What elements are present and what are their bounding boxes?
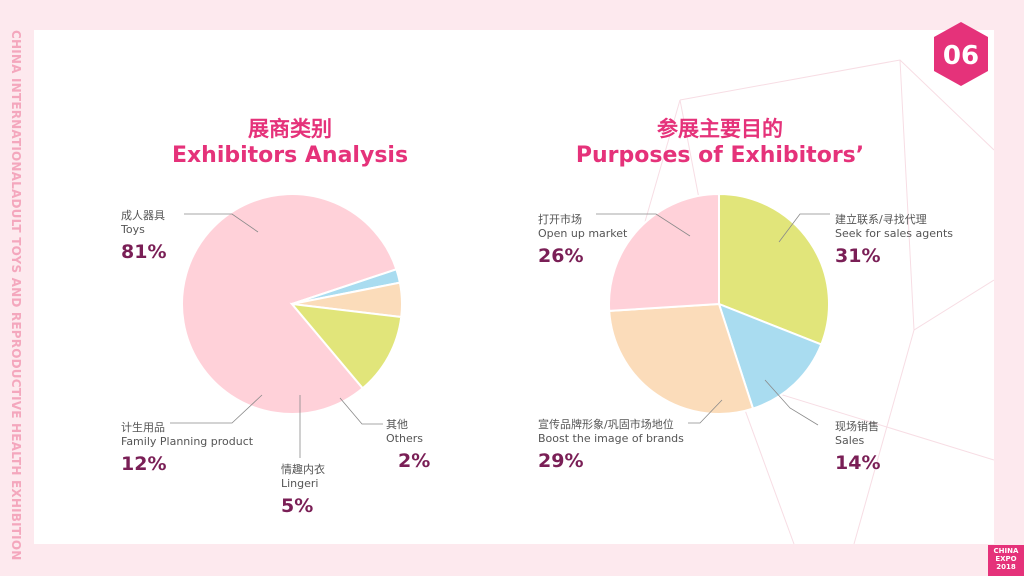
slice-label-en: Sales [835,434,865,447]
page-number: 06 [943,41,979,71]
chart2-slice-2 [608,302,755,415]
chart1-label-toys: 成人器具 Toys 81% [121,209,166,264]
slice-percent: 2% [398,450,431,472]
slice-label-cn: 宣传品牌形象/巩固市场地位 [538,418,674,431]
slice-label-en: Family Planning product [121,435,254,448]
slice-percent: 12% [121,453,167,475]
slice-label-cn: 打开市场 [538,213,582,226]
chart1-label-family-planning: 计生用品 Family Planning product 12% [121,421,253,476]
leader-line-3 [339,397,383,425]
slice-percent: 29% [538,450,584,472]
chart1-title-en: Exhibitors Analysis [171,143,409,169]
expo-logo: CHINA EXPO 2018 [988,545,1024,576]
slice-label-cn: 其他 [386,418,408,431]
leader-line-6 [688,399,723,424]
chart2-title: 参展主要目的 Purposes of Exhibitors’ [560,116,880,170]
chart1-slice-3 [289,302,403,390]
slice-label-cn: 成人器具 [121,209,165,222]
slice-label-en: Boost the image of brands [538,432,684,445]
chart2-label-sales: 现场销售 Sales 14% [835,420,880,475]
slice-label-cn: 建立联系/寻找代理 [835,213,927,226]
chart1-title: 展商类别 Exhibitors Analysis [150,116,430,170]
page-number-badge: 06 [934,22,988,86]
leader-line-4 [596,213,691,237]
slice-percent: 81% [121,241,167,263]
slice-label-en: Lingeri [281,477,319,490]
chart2-label-boost-brands: 宣传品牌形象/巩固市场地位 Boost the image of brands … [538,418,684,473]
chart2-slice-0 [718,192,830,346]
logo-line2: EXPO [995,555,1017,563]
slice-label-en: Open up market [538,227,628,240]
slice-percent: 5% [281,495,314,517]
leader-line-0 [184,213,259,233]
chart1-label-others: 其他 Others 2% [386,418,430,473]
slice-label-cn: 情趣内衣 [281,463,325,476]
leader-line-1 [170,394,263,424]
slice-label-cn: 现场销售 [835,420,879,433]
chart2-slice-3 [608,192,720,312]
slice-label-en: Seek for sales agents [835,227,954,240]
chart1-slice-0 [181,193,398,415]
slice-percent: 14% [835,452,881,474]
chart2-title-en: Purposes of Exhibitors’ [575,143,865,169]
slice-label-en: Toys [121,223,145,236]
chart1-label-lingeri: 情趣内衣 Lingeri 5% [281,463,325,518]
slice-percent: 31% [835,245,881,267]
slice-percent: 26% [538,245,584,267]
chart2-label-open-market: 打开市场 Open up market 26% [538,213,627,268]
logo-line3: 2018 [996,563,1016,571]
slice-label-en: Others [386,432,423,445]
logo-line1: CHINA [993,547,1019,555]
chart2-title-cn: 参展主要目的 [657,117,783,141]
chart2-label-sales-agents: 建立联系/寻找代理 Seek for sales agents 31% [835,213,953,268]
leader-line-5 [778,213,830,243]
leader-line-7 [764,379,819,426]
chart1-title-cn: 展商类别 [248,117,332,141]
slice-label-cn: 计生用品 [121,421,165,434]
